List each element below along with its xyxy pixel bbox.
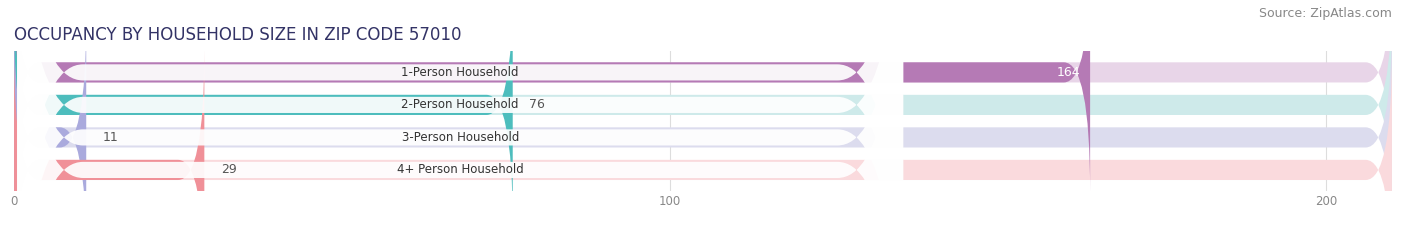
FancyBboxPatch shape — [14, 0, 1392, 192]
FancyBboxPatch shape — [14, 17, 1392, 233]
FancyBboxPatch shape — [14, 50, 204, 233]
FancyBboxPatch shape — [17, 0, 903, 233]
FancyBboxPatch shape — [17, 0, 903, 233]
FancyBboxPatch shape — [14, 0, 1090, 192]
Text: 164: 164 — [1057, 66, 1080, 79]
Text: 1-Person Household: 1-Person Household — [402, 66, 519, 79]
Text: Source: ZipAtlas.com: Source: ZipAtlas.com — [1258, 7, 1392, 20]
Text: 29: 29 — [221, 163, 236, 176]
Text: OCCUPANCY BY HOUSEHOLD SIZE IN ZIP CODE 57010: OCCUPANCY BY HOUSEHOLD SIZE IN ZIP CODE … — [14, 26, 461, 44]
FancyBboxPatch shape — [14, 0, 1392, 225]
FancyBboxPatch shape — [14, 0, 513, 225]
Text: 4+ Person Household: 4+ Person Household — [396, 163, 523, 176]
Text: 3-Person Household: 3-Person Household — [402, 131, 519, 144]
FancyBboxPatch shape — [17, 0, 903, 233]
Text: 2-Person Household: 2-Person Household — [402, 98, 519, 111]
FancyBboxPatch shape — [14, 17, 86, 233]
Text: 11: 11 — [103, 131, 118, 144]
Text: 76: 76 — [529, 98, 546, 111]
FancyBboxPatch shape — [17, 0, 903, 233]
FancyBboxPatch shape — [14, 50, 1392, 233]
